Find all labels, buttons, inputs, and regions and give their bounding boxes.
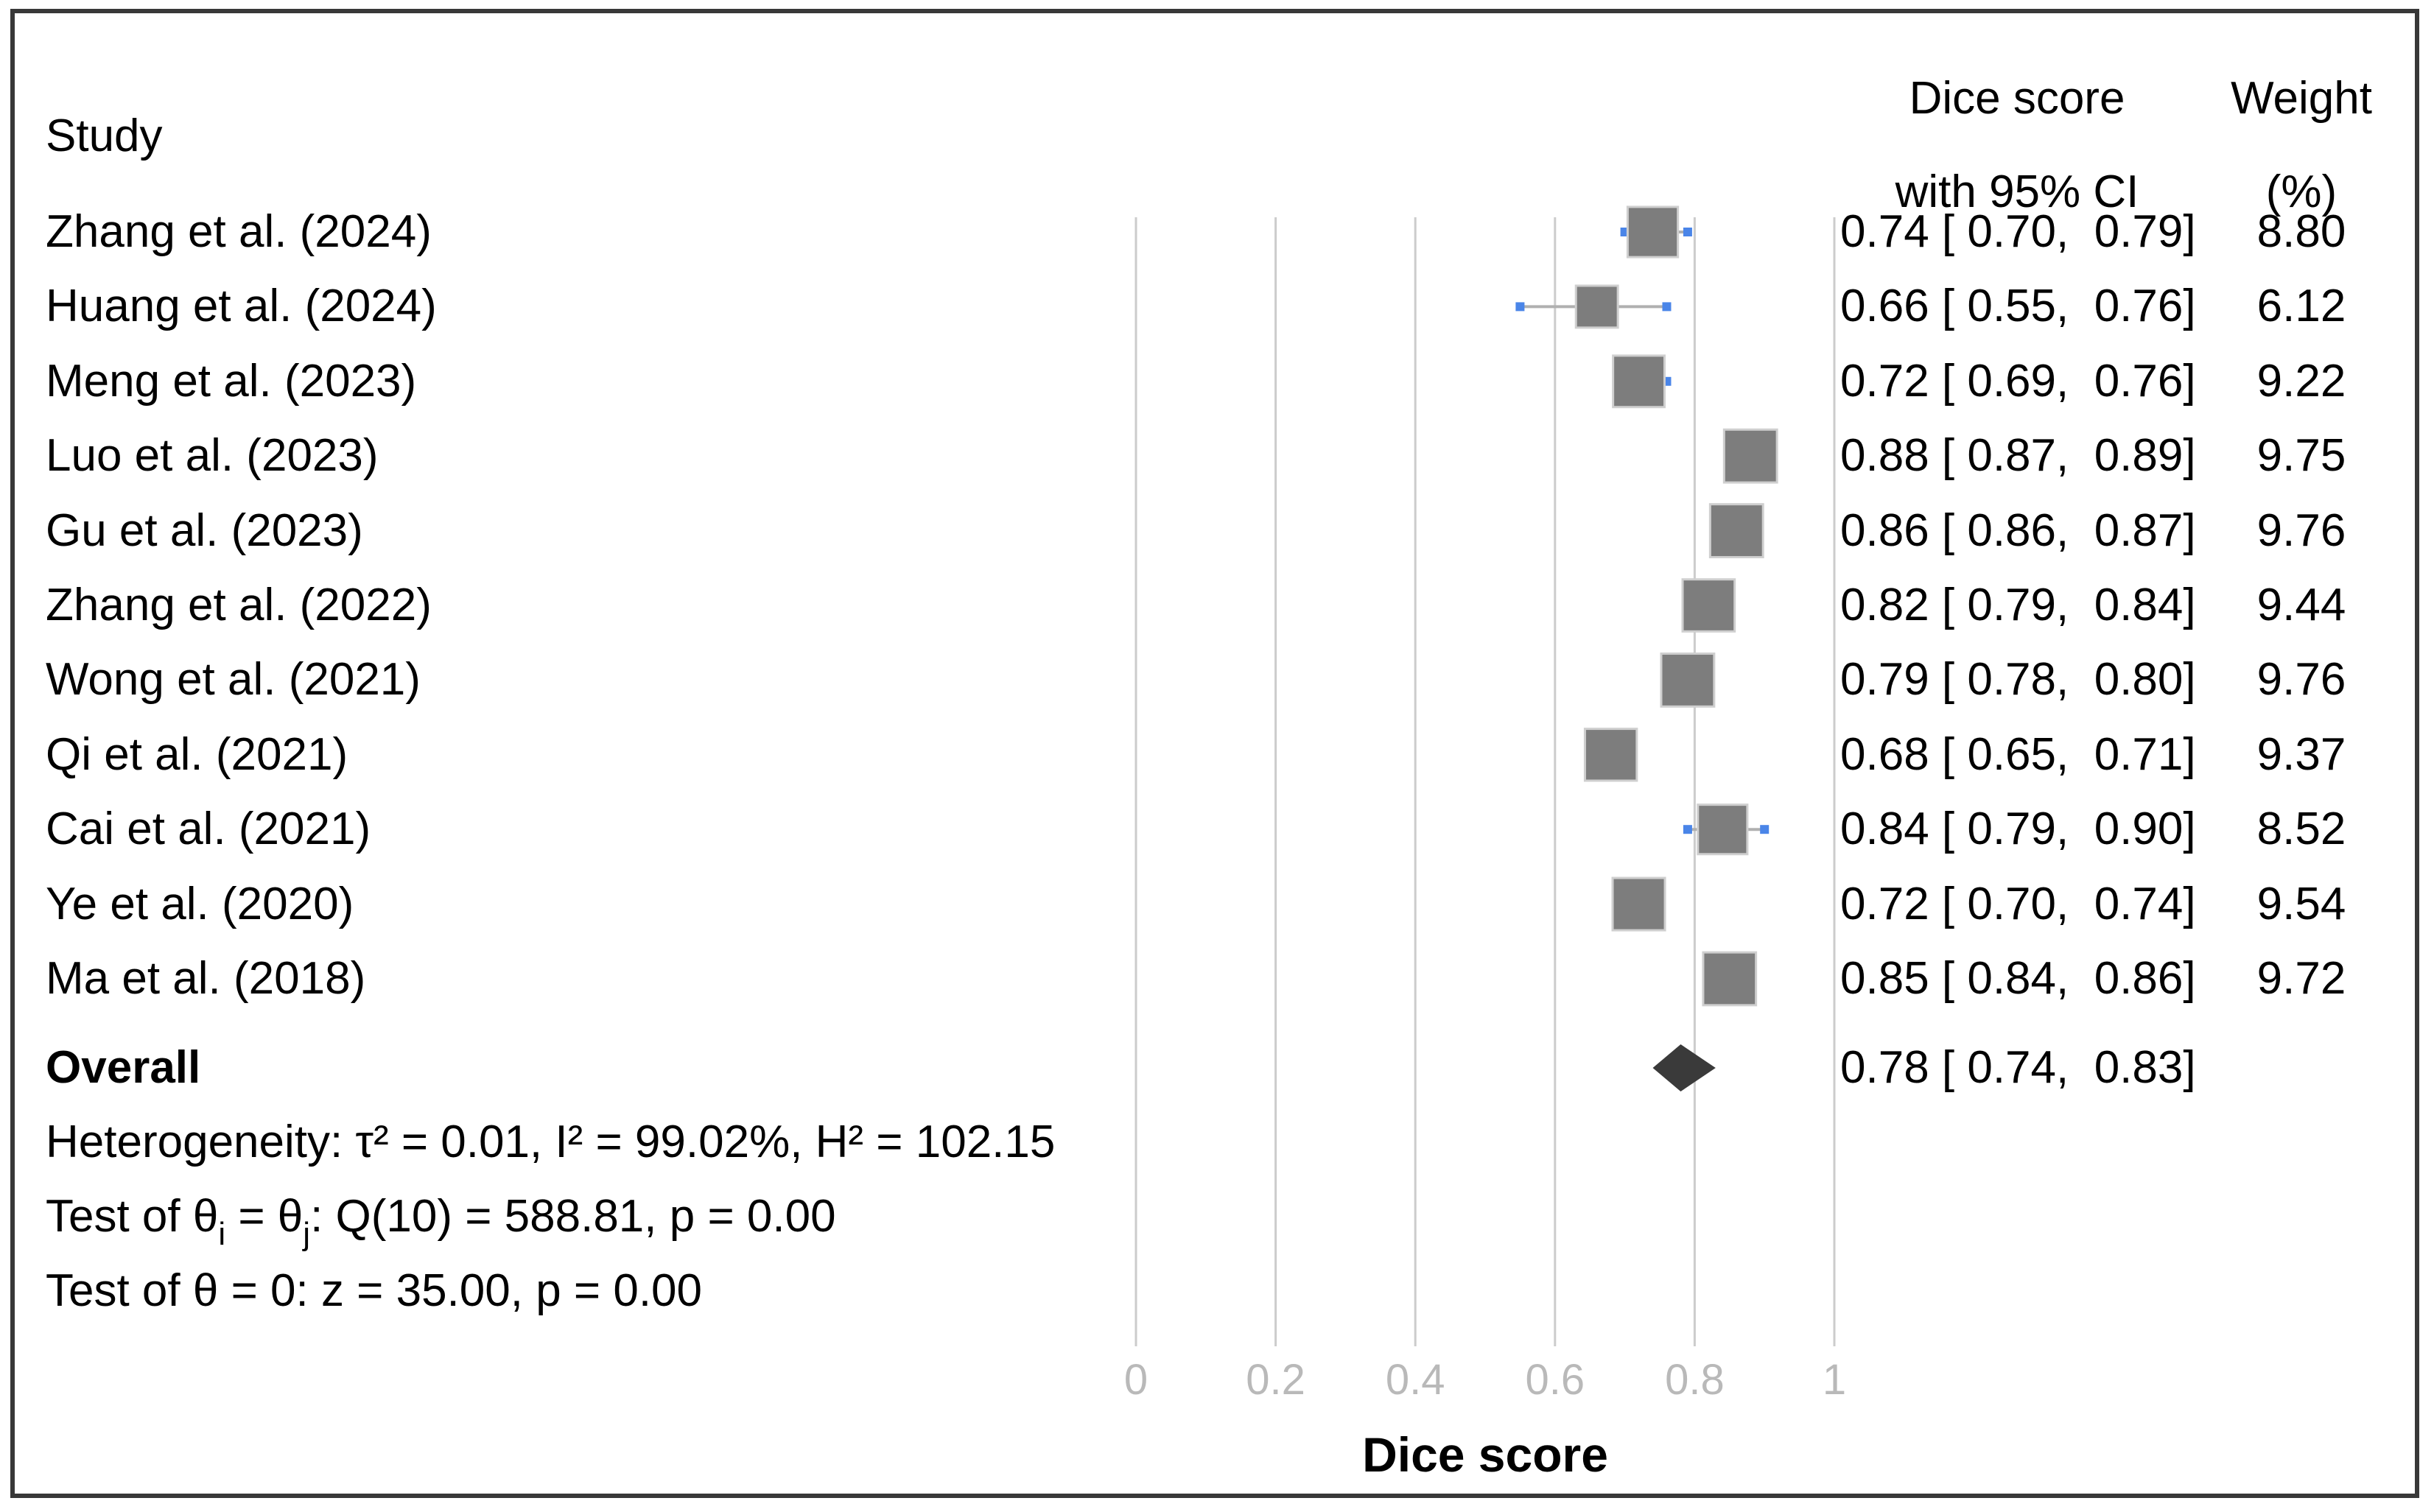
x-axis-title: Dice score <box>1362 1427 1608 1482</box>
ci-value: 0.85 [ 0.84, 0.86] <box>1840 953 2196 1004</box>
x-tick-label: 0.4 <box>1386 1356 1445 1404</box>
weight-value: 9.54 <box>2256 878 2346 929</box>
ci-value: 0.79 [ 0.78, 0.80] <box>1840 654 2196 706</box>
ci-endcap <box>1683 825 1692 834</box>
study-label: Luo et al. (2023) <box>46 430 379 482</box>
ci-endcap <box>1662 302 1672 312</box>
study-label: Zhang et al. (2022) <box>46 580 432 630</box>
test-between-stats: Test of θi = θj: Q(10) = 588.81, p = 0.0… <box>46 1190 836 1251</box>
weight-value: 9.76 <box>2256 504 2346 556</box>
test-between-sub-i: i <box>218 1216 226 1252</box>
ci-value: 0.88 [ 0.87, 0.89] <box>1840 430 2196 482</box>
study-label: Zhang et al. (2024) <box>46 206 432 257</box>
weight-value: 9.76 <box>2256 654 2346 706</box>
study-marker <box>1702 951 1758 1007</box>
ci-value: 0.74 [ 0.70, 0.79] <box>1840 206 2196 257</box>
study-marker <box>1660 652 1716 708</box>
study-marker <box>1626 205 1680 259</box>
ci-value: 0.72 [ 0.69, 0.76] <box>1840 355 2196 407</box>
overall-diamond <box>1652 1044 1716 1091</box>
study-marker <box>1722 428 1778 484</box>
weight-value: 6.12 <box>2256 281 2346 332</box>
heterogeneity-stats: Heterogeneity: τ² = 0.01, I² = 99.02%, H… <box>46 1117 1056 1167</box>
study-label: Ye et al. (2020) <box>46 878 354 929</box>
study-marker <box>1612 354 1666 409</box>
test-between-pre: Test of θ <box>46 1191 219 1242</box>
ci-endcap <box>1683 228 1692 236</box>
study-marker <box>1574 284 1619 329</box>
study-marker <box>1708 503 1764 559</box>
study-label: Cai et al. (2021) <box>46 804 371 855</box>
weight-value: 9.72 <box>2256 953 2346 1004</box>
x-tick-label: 0.8 <box>1665 1356 1725 1404</box>
study-label: Gu et al. (2023) <box>46 504 363 556</box>
study-label: Qi et al. (2021) <box>46 728 348 780</box>
ci-endcap <box>1515 302 1525 312</box>
ci-value: 0.82 [ 0.79, 0.84] <box>1840 580 2196 630</box>
weight-value: 9.44 <box>2256 580 2346 630</box>
weight-column-header-line2: (%) <box>2265 166 2337 217</box>
ci-value: 0.68 [ 0.65, 0.71] <box>1840 728 2196 780</box>
ci-value: 0.66 [ 0.55, 0.76] <box>1840 281 2196 332</box>
study-label: Wong et al. (2021) <box>46 654 421 706</box>
study-label: Ma et al. (2018) <box>46 953 366 1004</box>
ci-value: 0.84 [ 0.79, 0.90] <box>1840 804 2196 855</box>
overall-label: Overall <box>46 1042 201 1093</box>
study-label: Meng et al. (2023) <box>46 355 417 407</box>
overall-ci-value: 0.78 [ 0.74, 0.83] <box>1840 1042 2196 1093</box>
weight-value: 9.37 <box>2256 728 2346 780</box>
x-tick-label: 0 <box>1124 1356 1148 1404</box>
weight-value: 9.75 <box>2256 430 2346 482</box>
effect-column-header-line2: with 95% CI <box>1895 166 2139 217</box>
study-marker <box>1611 876 1666 932</box>
weight-column-header-line1: Weight <box>2231 73 2372 124</box>
weight-value: 9.22 <box>2256 355 2346 407</box>
effect-column-header-line1: Dice score <box>1909 73 2125 124</box>
test-between-post: : Q(10) = 588.81, p = 0.00 <box>310 1191 836 1242</box>
test-between-mid: = θ <box>225 1191 304 1242</box>
x-tick-label: 1 <box>1823 1356 1846 1404</box>
weight-value: 8.52 <box>2256 804 2346 855</box>
study-column-header: Study <box>46 110 163 161</box>
plot-border-frame <box>10 9 2419 1498</box>
study-marker <box>1697 804 1749 856</box>
study-marker <box>1681 578 1736 633</box>
test-between-sub-j: j <box>303 1216 311 1252</box>
weight-value: 8.80 <box>2256 206 2346 257</box>
ci-value: 0.86 [ 0.86, 0.87] <box>1840 504 2196 556</box>
x-tick-label: 0.2 <box>1246 1356 1305 1404</box>
study-marker <box>1583 728 1638 782</box>
x-tick-label: 0.6 <box>1525 1356 1585 1404</box>
study-label: Huang et al. (2024) <box>46 281 437 332</box>
ci-value: 0.72 [ 0.70, 0.74] <box>1840 878 2196 929</box>
test-zero-stats: Test of θ = 0: z = 35.00, p = 0.00 <box>46 1265 703 1316</box>
ci-endcap <box>1760 825 1770 834</box>
